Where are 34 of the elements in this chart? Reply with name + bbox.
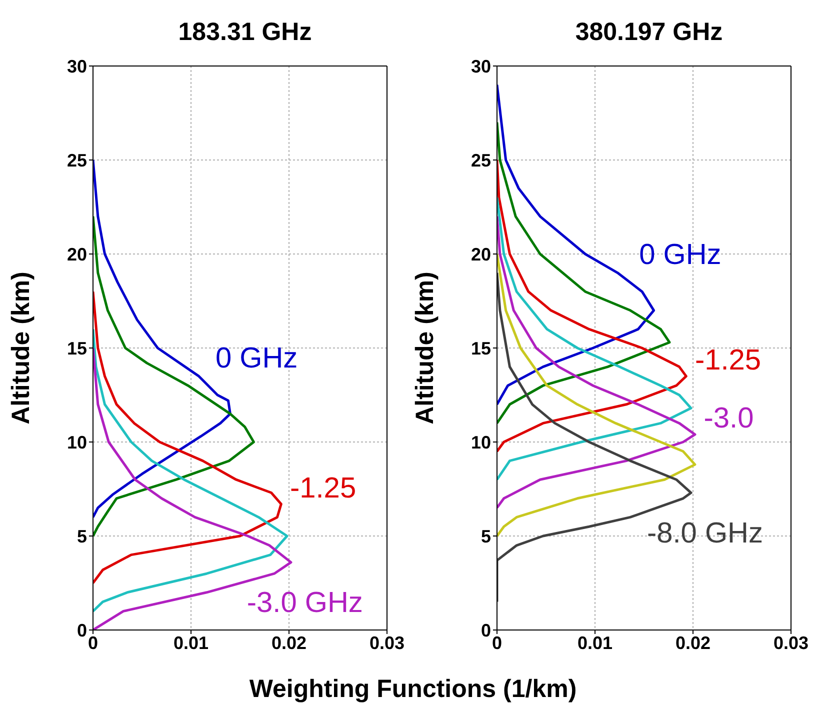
- y-tick-label: 10: [66, 432, 87, 452]
- series-label: -3.0: [704, 402, 754, 435]
- y-tick-label: 0: [76, 620, 87, 640]
- y-tick-label: 5: [480, 526, 491, 546]
- x-tick-label: 0.02: [675, 632, 711, 653]
- y-tick-label: 25: [470, 150, 491, 170]
- chart-title: 183.31 GHz: [177, 18, 313, 47]
- x-tick-label: 0.03: [369, 632, 405, 653]
- chart-title: 380.197 GHz: [574, 18, 724, 47]
- line-series: [93, 158, 232, 518]
- x-tick-label: 0.01: [577, 632, 613, 653]
- series-label: 0 GHz: [216, 342, 298, 375]
- y-tick-label: 15: [66, 338, 87, 358]
- y-tick-label: 10: [470, 432, 491, 452]
- y-tick-label: 30: [470, 56, 491, 76]
- y-tick-label: 25: [66, 150, 87, 170]
- y-axis-title: Altitude (km): [6, 272, 35, 424]
- series-label: -1.25: [694, 344, 762, 376]
- y-axis-title: Altitude (km): [410, 272, 439, 424]
- y-tick-label: 20: [66, 244, 87, 264]
- y-tick-label: 5: [76, 526, 87, 546]
- y-tick-label: 20: [470, 244, 491, 264]
- y-tick-label: 30: [66, 56, 87, 76]
- y-tick-label: 0: [480, 620, 491, 640]
- series-label: -3.0 GHz: [246, 586, 363, 619]
- series-label: -8.0 GHz: [646, 517, 763, 550]
- x-tick-label: 0.02: [271, 632, 307, 653]
- series-label: -1.25: [290, 472, 356, 504]
- x-tick-label: 0.01: [173, 632, 209, 653]
- series-label: 0 GHz: [639, 239, 722, 272]
- x-axis-title: Weighting Functions (1/km): [248, 675, 578, 703]
- y-tick-label: 15: [470, 338, 491, 358]
- x-tick-label: 0.03: [773, 632, 809, 653]
- line-series: [497, 84, 656, 406]
